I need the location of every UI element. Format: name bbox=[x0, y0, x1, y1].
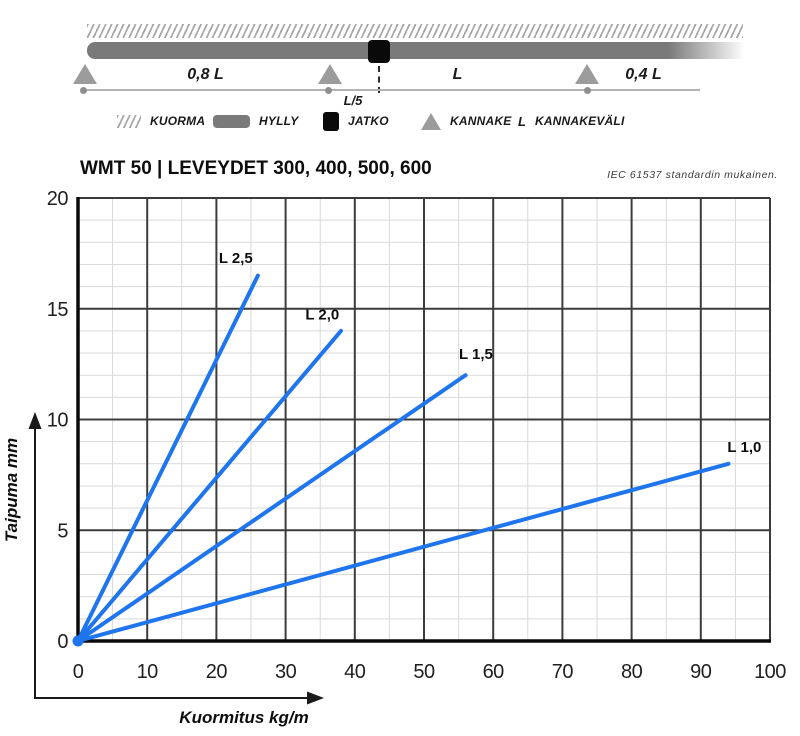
y-tick-label: 20 bbox=[47, 188, 69, 210]
joint-dashed-line bbox=[378, 66, 380, 93]
legend-item-kuorma: KUORMA bbox=[117, 110, 205, 132]
span-label-04L: 0,4 L bbox=[625, 66, 662, 83]
series-line-1 bbox=[76, 328, 343, 643]
y-tick-label: 10 bbox=[47, 410, 69, 432]
x-tick-label: 40 bbox=[344, 661, 366, 683]
x-tick-label: 10 bbox=[137, 661, 159, 683]
x-tick-label: 60 bbox=[483, 661, 505, 683]
x-tick-label: 50 bbox=[413, 661, 435, 683]
origin-dot bbox=[72, 635, 84, 647]
legend-label: JATKO bbox=[348, 114, 389, 128]
span-label-L: L bbox=[452, 66, 463, 83]
joint-offset-label: L/5 bbox=[343, 93, 363, 108]
x-tick-label: 30 bbox=[275, 661, 297, 683]
legend-label: KANNAKEVÄLI bbox=[534, 114, 625, 128]
y-tick-label: 0 bbox=[57, 631, 68, 653]
x-tick-label: 80 bbox=[621, 661, 643, 683]
x-tick-label: 70 bbox=[552, 661, 574, 683]
x-arrowhead-icon bbox=[307, 691, 324, 705]
series-label-3: L 1,0 bbox=[727, 439, 761, 456]
dimension-dot bbox=[80, 86, 87, 94]
legend-label: KUORMA bbox=[150, 114, 206, 128]
y-arrowhead-icon bbox=[28, 412, 42, 429]
legend-item-kannakevali: L KANNAKEVÄLI bbox=[518, 110, 625, 132]
load-hatch-strip bbox=[87, 24, 743, 38]
bar-swatch-icon bbox=[213, 114, 250, 128]
legend-label: HYLLY bbox=[259, 114, 299, 128]
standard-note: IEC 61537 standardin mukainen. bbox=[607, 169, 778, 181]
diagram-legend: KUORMA HYLLY JATKO KANNAKE L KANNAKEVÄLI bbox=[0, 110, 800, 134]
axis-arrow-elbow bbox=[34, 427, 308, 699]
joint-swatch-icon bbox=[323, 111, 339, 131]
shelf-bar bbox=[87, 42, 748, 59]
series-label-1: L 2,0 bbox=[305, 306, 339, 323]
x-tick-label: 90 bbox=[690, 661, 712, 683]
y-axis-title: Taipuma mm bbox=[2, 438, 21, 542]
hatch-swatch-icon bbox=[117, 114, 141, 128]
page-title: WMT 50 | LEVEYDET 300, 400, 500, 600 bbox=[80, 158, 432, 179]
triangle-swatch-icon bbox=[421, 112, 441, 130]
y-tick-label: 15 bbox=[47, 299, 69, 321]
series-line-3 bbox=[76, 461, 731, 643]
y-tick-label: 5 bbox=[57, 520, 68, 542]
legend-label: KANNAKE bbox=[450, 114, 512, 128]
letter-symbol: L bbox=[518, 113, 526, 129]
dimension-line bbox=[83, 89, 700, 91]
dimension-dot bbox=[584, 86, 591, 94]
legend-item-hylly: HYLLY bbox=[213, 110, 298, 132]
support-triangle-icon bbox=[318, 64, 342, 84]
span-label-08L: 0,8 L bbox=[187, 66, 224, 83]
x-tick-label: 20 bbox=[206, 661, 228, 683]
joint-square bbox=[368, 40, 390, 63]
x-tick-label: 0 bbox=[73, 661, 84, 683]
x-axis-title: Kuormitus kg/m bbox=[179, 708, 308, 727]
legend-item-kannake: KANNAKE bbox=[421, 110, 511, 132]
series-line-2 bbox=[76, 373, 468, 643]
support-triangle-icon bbox=[73, 64, 97, 84]
deflection-chart: L 2,5L 2,0L 1,5L 1,00 10 20 30 40 50 60 70 80 90 1… bbox=[2, 188, 787, 727]
series-label-2: L 1,5 bbox=[459, 346, 493, 363]
series-line-0 bbox=[76, 273, 260, 643]
beam-diagram: 0,8 L L 0,4 L L/5 bbox=[0, 0, 800, 110]
legend-item-jatko: JATKO bbox=[323, 110, 389, 132]
dimension-dot bbox=[325, 86, 332, 94]
series-label-0: L 2,5 bbox=[219, 250, 253, 267]
x-tick-label: 100 bbox=[754, 661, 786, 683]
support-triangle-icon bbox=[575, 64, 599, 84]
